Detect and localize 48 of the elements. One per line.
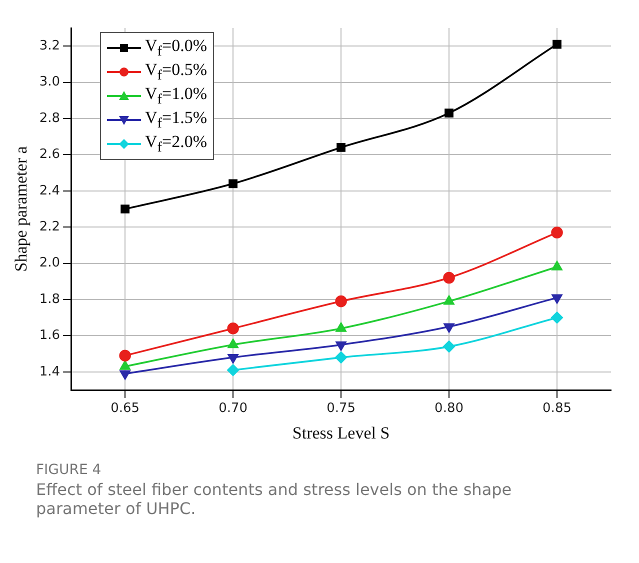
x-axis-title: Stress Level S xyxy=(292,423,390,442)
point xyxy=(443,272,455,284)
point xyxy=(227,364,239,376)
point xyxy=(444,108,454,118)
point xyxy=(119,350,131,362)
legend-label: V$_{f}$=0.5% xyxy=(145,60,207,84)
y-tick-label: 2.0 xyxy=(39,256,60,271)
point xyxy=(120,370,130,380)
point xyxy=(335,295,347,308)
y-tick-label: 2.6 xyxy=(39,147,60,162)
point xyxy=(228,179,238,188)
point xyxy=(228,354,238,364)
point xyxy=(443,340,455,352)
x-tick-label: 0.85 xyxy=(542,401,572,416)
y-tick-label: 2.2 xyxy=(39,219,60,234)
legend-label: V$_{f}$=0.0% xyxy=(145,36,207,60)
point xyxy=(551,226,563,238)
y-tick-label: 3.0 xyxy=(39,74,60,90)
y-tick-label: 1.8 xyxy=(39,292,60,307)
y-tick-label: 3.2 xyxy=(39,38,60,54)
y-tick-label: 1.6 xyxy=(39,328,60,344)
point xyxy=(335,352,347,364)
x-tick-label: 0.75 xyxy=(326,401,356,416)
y-axis-title: Shape parameter a xyxy=(12,146,31,272)
point xyxy=(552,294,562,304)
y-tick-label: 2.8 xyxy=(39,110,60,126)
legend-label: V$_{f}$=2.0% xyxy=(145,132,207,156)
legend-label: V$_{f}$=1.0% xyxy=(145,84,207,108)
text: Effect of steel fiber contents and stress levels on the shape parameter of UHPC. xyxy=(36,480,513,518)
legend-label: V$_{f}$=1.5% xyxy=(145,108,207,132)
point xyxy=(228,338,238,348)
point xyxy=(551,312,563,324)
point xyxy=(444,323,454,333)
x-tick-label: 0.70 xyxy=(218,401,248,416)
point xyxy=(552,40,562,49)
x-tick-label: 0.65 xyxy=(110,401,140,416)
point xyxy=(336,322,346,332)
point xyxy=(120,360,130,370)
point xyxy=(336,341,346,351)
point xyxy=(444,295,454,305)
point xyxy=(120,204,130,214)
point xyxy=(227,322,239,334)
y-tick-label: 2.4 xyxy=(39,183,60,198)
text: FIGURE 4 xyxy=(36,462,102,478)
x-tick-label: 0.80 xyxy=(434,401,464,416)
point xyxy=(336,143,346,152)
point xyxy=(552,261,562,270)
y-tick-label: 1.4 xyxy=(39,364,60,380)
